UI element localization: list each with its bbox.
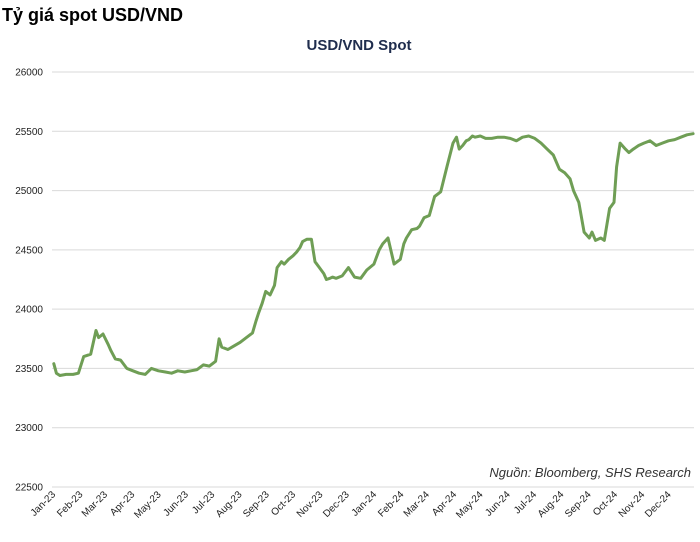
- x-tick-label: Dec-23: [321, 489, 352, 520]
- y-tick-label: 25500: [15, 127, 43, 138]
- x-tick-label: Nov-23: [295, 489, 326, 520]
- x-tick-label: May-24: [454, 489, 486, 521]
- x-tick-label: Mar-23: [80, 489, 110, 519]
- y-axis-ticks: 22500 23000 23500 24000 24500 25000 25500 26000: [15, 68, 43, 494]
- y-tick-label: 26000: [15, 68, 43, 79]
- x-tick-label: Mar-24: [402, 489, 432, 519]
- x-tick-label: Aug-24: [536, 489, 567, 520]
- y-tick-label: 24000: [15, 305, 43, 316]
- x-tick-label: Jan-24: [350, 489, 380, 519]
- x-tick-label: Oct-23: [269, 489, 298, 518]
- x-tick-label: Nov-24: [617, 489, 648, 520]
- y-tick-label: 25000: [15, 186, 43, 197]
- usd-vnd-spot-line: [52, 132, 695, 377]
- y-tick-label: 23000: [15, 423, 43, 434]
- chart-title: USD/VND Spot: [307, 37, 412, 54]
- x-tick-label: Dec-24: [643, 489, 674, 520]
- page-heading: Tỷ giá spot USD/VND: [2, 5, 184, 25]
- x-tick-label: Sep-24: [563, 489, 594, 520]
- x-tick-label: Feb-23: [55, 489, 85, 519]
- x-tick-label: Oct-24: [591, 489, 620, 518]
- y-tick-label: 22500: [15, 483, 43, 494]
- x-tick-label: May-23: [132, 489, 164, 521]
- source-note: Nguồn: Bloomberg, SHS Research: [489, 465, 691, 480]
- x-tick-label: Jun-23: [162, 489, 192, 519]
- x-tick-label: Feb-24: [376, 489, 406, 519]
- y-tick-label: 23500: [15, 364, 43, 375]
- y-tick-label: 24500: [15, 245, 43, 256]
- x-tick-label: Sep-23: [241, 489, 272, 520]
- grid-lines: [52, 71, 694, 488]
- x-tick-label: Jun-24: [483, 489, 513, 519]
- x-tick-label: Aug-23: [214, 489, 245, 520]
